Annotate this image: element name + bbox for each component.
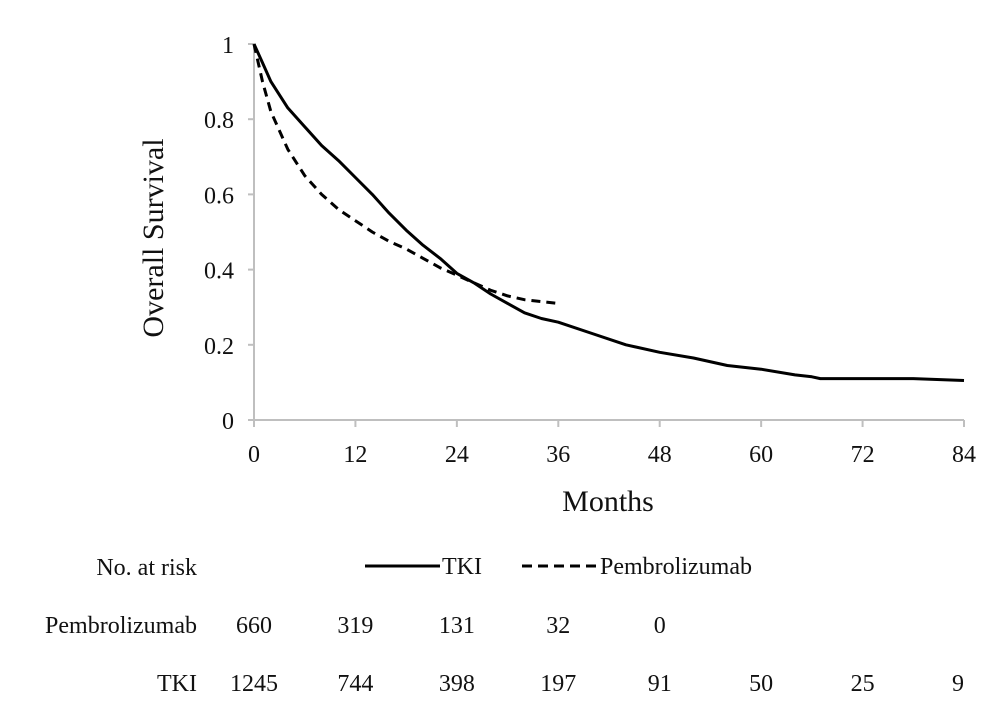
x-tick-label: 36 [546, 442, 570, 468]
risk-value-tki: 197 [540, 671, 577, 697]
x-axis-label: Months [562, 485, 654, 518]
x-tick-label: 12 [343, 442, 367, 468]
legend-pembrolizumab-label: Pembrolizumab [600, 554, 752, 580]
risk-value-tki: 91 [647, 671, 672, 697]
risk-value-tki: 398 [438, 671, 475, 697]
x-tick-label: 48 [648, 442, 672, 468]
y-tick-label: 0 [222, 409, 234, 435]
risk-value-pembrolizumab: 319 [337, 613, 374, 639]
y-axis-label: Overall Survival [137, 138, 170, 337]
risk-value-pembrolizumab: 32 [546, 613, 571, 639]
x-tick-label: 84 [952, 442, 976, 468]
x-tick-label: 0 [248, 442, 260, 468]
legend-tki-label: TKI [442, 554, 482, 580]
y-tick-label: 0.4 [204, 259, 234, 285]
y-tick-label: 0.8 [204, 108, 234, 134]
risk-value-tki: 9 [952, 671, 964, 697]
legend: TKI Pembrolizumab [365, 554, 752, 580]
x-tick-label: 24 [445, 442, 469, 468]
risk-row-label-pembrolizumab: Pembrolizumab [45, 613, 197, 639]
risk-value-pembrolizumab: 660 [236, 613, 272, 639]
risk-table-header: No. at risk [96, 555, 197, 581]
y-tick-label: 0.2 [204, 334, 234, 360]
risk-value-pembrolizumab: 0 [653, 613, 666, 639]
risk-value-tki: 25 [850, 671, 875, 697]
risk-row-label-tki: TKI [157, 671, 197, 697]
x-tick-label: 72 [851, 442, 875, 468]
x-tick-label: 60 [749, 442, 773, 468]
risk-value-tki: 50 [749, 671, 774, 697]
risk-value-tki: 1245 [230, 671, 278, 697]
series-line-pembrolizumab [252, 43, 559, 305]
y-tick-label: 0.6 [204, 183, 234, 209]
risk-value-tki: 744 [337, 671, 374, 697]
risk-value-pembrolizumab: 131 [438, 613, 475, 639]
y-tick-label: 1 [222, 33, 234, 59]
series-line-tki [252, 43, 965, 382]
axes: 0 0.2 0.4 0.6 0.8 1 0 12 24 36 48 60 72 84 [204, 33, 976, 468]
series-group [252, 43, 965, 382]
